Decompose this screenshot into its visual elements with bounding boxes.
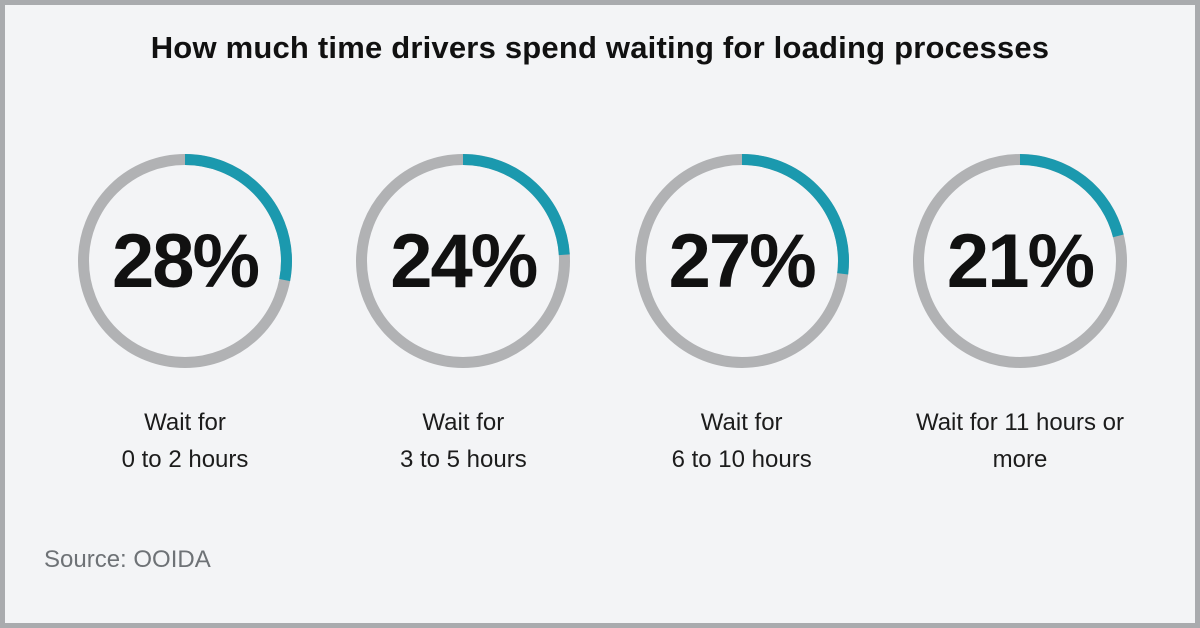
donut-value-arc [912, 154, 1127, 368]
donut-chart: 28% Wait for 0 to 2 hours [64, 154, 306, 478]
donut-ring: 28% [78, 154, 292, 368]
donut-category-label: Wait for 0 to 2 hours [121, 409, 249, 473]
donut-value-arc [634, 154, 849, 368]
donut-chart: 27% Wait for 6 to 10 hours [621, 154, 863, 478]
donut-category-label: Wait for 11 hours or more [915, 409, 1125, 473]
donut-ring: 24% [356, 154, 571, 368]
source-note: Source: OOIDA [44, 546, 211, 573]
donut-category-label: Wait for 3 to 5 hours [399, 409, 527, 473]
donut-ring: 27% [634, 154, 849, 368]
donut-ring-svg [912, 154, 1127, 368]
donut-percent-value: 27% [668, 218, 817, 304]
donut-value-arc [78, 154, 292, 368]
donut-chart: 24% Wait for 3 to 5 hours [342, 154, 584, 478]
donut-category-label: Wait for 6 to 10 hours [671, 409, 812, 473]
donut-chart-row: 28% Wait for 0 to 2 hours 24% Wait for 3 t… [5, 154, 1195, 478]
donut-ring-svg [634, 154, 849, 368]
chart-title: How much time drivers spend waiting for … [150, 30, 1050, 65]
donut-percent-value: 24% [390, 218, 538, 304]
donut-percent-value: 21% [946, 218, 1095, 304]
donut-ring-svg [356, 154, 571, 368]
donut-value-arc [356, 154, 571, 368]
donut-chart: 21% Wait for 11 hours or more [899, 154, 1141, 478]
donut-ring: 21% [912, 154, 1127, 368]
donut-percent-value: 28% [111, 218, 260, 304]
donut-ring-svg [78, 154, 292, 368]
